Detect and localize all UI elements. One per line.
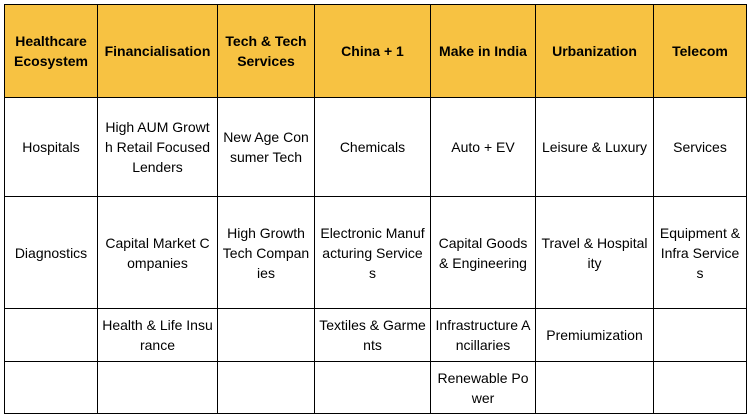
table-cell: Diagnostics (4, 196, 98, 309)
table-cell (314, 361, 431, 414)
table-cell (653, 361, 747, 414)
table-cell (535, 361, 654, 414)
table-cell: Equipment & Infra Services (653, 196, 747, 309)
header-cell-financialisation: Financialisation (97, 4, 218, 98)
table-cell (653, 308, 747, 362)
table-cell: Auto + EV (430, 97, 536, 197)
header-cell-tech: Tech & Tech Services (217, 4, 315, 98)
table-cell: Capital Market Companies (97, 196, 218, 309)
header-cell-healthcare: Healthcare Ecosystem (4, 4, 98, 98)
header-cell-make-in-india: Make in India (430, 4, 536, 98)
header-cell-telecom: Telecom (653, 4, 747, 98)
header-cell-china-plus-one: China + 1 (314, 4, 431, 98)
table-row: Hospitals High AUM Growth Retail Focused… (4, 97, 747, 197)
table-cell (217, 361, 315, 414)
investment-themes-table: Healthcare Ecosystem Financialisation Te… (4, 4, 747, 414)
table-cell: Travel & Hospitality (535, 196, 654, 309)
table-cell: Electronic Manufacturing Services (314, 196, 431, 309)
table-cell: Chemicals (314, 97, 431, 197)
table-row: Health & Life Insurance Textiles & Garme… (4, 308, 747, 362)
table-cell: Leisure & Luxury (535, 97, 654, 197)
header-cell-urbanization: Urbanization (535, 4, 654, 98)
table-cell: Infrastructure Ancillaries (430, 308, 536, 362)
table-row: Diagnostics Capital Market Companies Hig… (4, 196, 747, 309)
table-cell: Services (653, 97, 747, 197)
table-cell: Health & Life Insurance (97, 308, 218, 362)
table-cell: New Age Consumer Tech (217, 97, 315, 197)
table-cell: Textiles & Garments (314, 308, 431, 362)
table-cell: Capital Goods & Engineering (430, 196, 536, 309)
header-row: Healthcare Ecosystem Financialisation Te… (4, 4, 747, 98)
table-cell: High AUM Growth Retail Focused Lenders (97, 97, 218, 197)
table-cell: High Growth Tech Companies (217, 196, 315, 309)
table-cell: Premiumization (535, 308, 654, 362)
table-cell (97, 361, 218, 414)
table-cell: Hospitals (4, 97, 98, 197)
table-cell: Renewable Power (430, 361, 536, 414)
table-cell (4, 361, 98, 414)
table-cell (217, 308, 315, 362)
table-cell (4, 308, 98, 362)
table-row: Renewable Power (4, 361, 747, 414)
